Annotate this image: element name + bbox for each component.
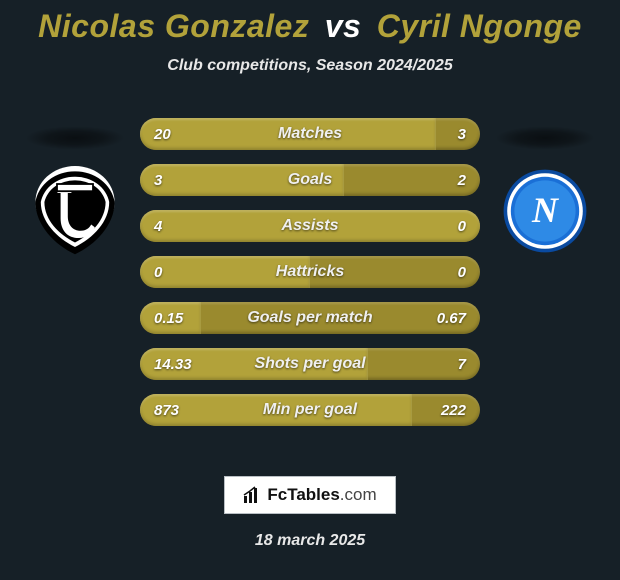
brand-box: FcTables.com (224, 476, 395, 514)
stat-left-value: 4 (154, 218, 162, 235)
left-club-badge (30, 166, 120, 256)
stat-row: 0.15 Goals per match 0.67 (140, 302, 480, 334)
stat-left-value: 3 (154, 172, 162, 189)
comparison-panel: 20 Matches 3 3 Goals 2 4 Assists 0 0 Hattricks 0 0.1… (0, 102, 620, 426)
stat-right-value: 0.67 (437, 310, 466, 327)
stat-label: Goals (288, 171, 332, 189)
stat-row: 4 Assists 0 (140, 210, 480, 242)
player1-name: Nicolas Gonzalez (38, 8, 309, 44)
stat-row: 873 Min per goal 222 (140, 394, 480, 426)
stat-label: Assists (282, 217, 339, 235)
stat-rows: 20 Matches 3 3 Goals 2 4 Assists 0 0 Hattricks 0 0.1… (140, 102, 480, 426)
subtitle: Club competitions, Season 2024/2025 (0, 57, 620, 75)
stat-row: 20 Matches 3 (140, 118, 480, 150)
footer: FcTables.com 18 march 2025 (0, 476, 620, 550)
stat-row: 14.33 Shots per goal 7 (140, 348, 480, 380)
brand-domain: .com (340, 485, 377, 504)
stat-right-value: 2 (458, 172, 466, 189)
stat-right-value: 0 (458, 264, 466, 281)
left-club-column (20, 102, 130, 256)
date-text: 18 march 2025 (0, 532, 620, 550)
shadow-ellipse (25, 126, 125, 150)
shadow-ellipse (495, 126, 595, 150)
brand-name: FcTables (267, 485, 339, 504)
stat-left-value: 873 (154, 402, 179, 419)
player2-name: Cyril Ngonge (377, 8, 582, 44)
stat-right-value: 7 (458, 356, 466, 373)
chart-icon (243, 486, 261, 504)
stat-row: 0 Hattricks 0 (140, 256, 480, 288)
stat-right-value: 3 (458, 126, 466, 143)
stat-right-value: 0 (458, 218, 466, 235)
stat-left-value: 0.15 (154, 310, 183, 327)
stat-label: Shots per goal (254, 355, 365, 373)
stat-label: Matches (278, 125, 342, 143)
stat-row: 3 Goals 2 (140, 164, 480, 196)
stat-left-value: 14.33 (154, 356, 192, 373)
stat-right-value: 222 (441, 402, 466, 419)
stat-label: Min per goal (263, 401, 357, 419)
page-title: Nicolas Gonzalez vs Cyril Ngonge (0, 0, 620, 45)
vs-text: vs (325, 8, 362, 44)
stat-label: Goals per match (247, 309, 372, 327)
stat-left-value: 20 (154, 126, 171, 143)
juventus-icon (30, 166, 120, 256)
right-club-badge: N (500, 166, 590, 256)
stat-label: Hattricks (276, 263, 344, 281)
napoli-icon: N (500, 166, 590, 256)
svg-text:N: N (531, 190, 560, 230)
right-club-column: N (490, 102, 600, 256)
stat-left-value: 0 (154, 264, 162, 281)
